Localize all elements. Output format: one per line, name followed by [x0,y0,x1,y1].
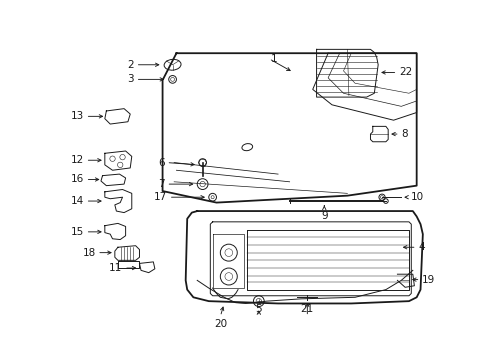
Text: 9: 9 [321,211,328,221]
Text: 21: 21 [301,304,314,314]
Text: 8: 8 [401,129,408,139]
Text: 20: 20 [214,319,227,329]
Text: 6: 6 [158,158,165,167]
Text: 15: 15 [71,227,84,237]
Text: 7: 7 [158,179,165,189]
Text: 17: 17 [154,192,167,202]
Text: 13: 13 [71,111,84,121]
Text: 2: 2 [127,60,134,70]
Text: 12: 12 [71,155,84,165]
Text: 5: 5 [255,304,262,314]
Text: 18: 18 [82,248,96,258]
Text: 16: 16 [71,175,84,184]
Text: 10: 10 [411,192,424,202]
Text: 3: 3 [127,75,134,84]
Text: 11: 11 [109,263,122,273]
Text: 19: 19 [422,275,435,285]
Text: 1: 1 [270,54,277,64]
Text: 4: 4 [418,242,425,252]
Text: 22: 22 [399,67,412,77]
Text: 14: 14 [71,196,84,206]
